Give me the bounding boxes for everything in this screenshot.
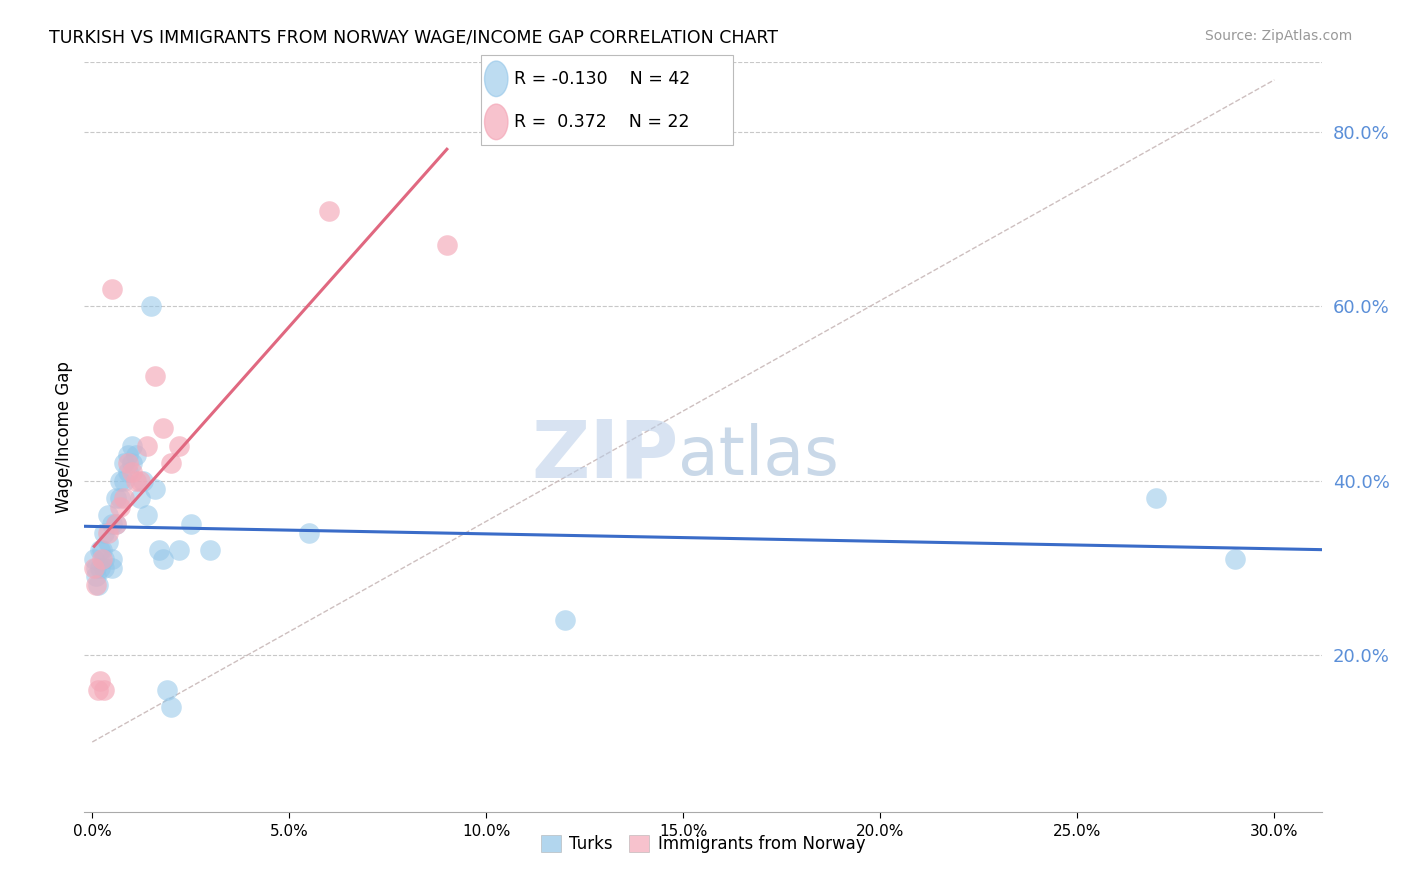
- Point: [101, 517, 124, 532]
- Point: [112, 491, 135, 505]
- Point: [108, 474, 131, 488]
- Point: [91, 552, 114, 566]
- Point: [93, 561, 115, 575]
- Point: [83, 561, 105, 575]
- Point: [121, 439, 143, 453]
- Point: [124, 474, 146, 488]
- Point: [160, 700, 183, 714]
- Point: [117, 448, 139, 462]
- Point: [104, 491, 127, 505]
- Point: [160, 456, 183, 470]
- Point: [167, 543, 190, 558]
- Point: [83, 552, 105, 566]
- Point: [93, 525, 115, 540]
- Point: [156, 682, 179, 697]
- Legend: Turks, Immigrants from Norway: Turks, Immigrants from Norway: [534, 828, 872, 860]
- Point: [436, 238, 458, 252]
- Text: atlas: atlas: [678, 423, 839, 489]
- Point: [91, 543, 114, 558]
- Point: [101, 282, 124, 296]
- Point: [104, 517, 127, 532]
- Point: [101, 552, 124, 566]
- FancyBboxPatch shape: [481, 55, 733, 145]
- Point: [93, 552, 115, 566]
- Point: [136, 439, 159, 453]
- Point: [143, 483, 166, 497]
- Point: [121, 456, 143, 470]
- Point: [1223, 552, 1246, 566]
- Point: [112, 474, 135, 488]
- Point: [117, 465, 139, 479]
- Point: [87, 682, 110, 697]
- Point: [167, 439, 190, 453]
- Point: [1144, 491, 1167, 505]
- Point: [108, 500, 131, 514]
- Point: [84, 561, 107, 575]
- Text: R = -0.130    N = 42: R = -0.130 N = 42: [515, 70, 690, 87]
- Point: [97, 525, 120, 540]
- Point: [89, 543, 111, 558]
- Point: [112, 456, 135, 470]
- Point: [152, 421, 174, 435]
- Ellipse shape: [485, 61, 508, 96]
- Point: [124, 448, 146, 462]
- Point: [93, 682, 115, 697]
- Y-axis label: Wage/Income Gap: Wage/Income Gap: [55, 361, 73, 513]
- Point: [136, 508, 159, 523]
- Point: [84, 569, 107, 583]
- Point: [117, 456, 139, 470]
- Point: [101, 561, 124, 575]
- Point: [141, 299, 163, 313]
- Point: [108, 491, 131, 505]
- Point: [318, 203, 340, 218]
- Point: [152, 552, 174, 566]
- Point: [148, 543, 170, 558]
- Point: [128, 474, 150, 488]
- Ellipse shape: [485, 104, 508, 140]
- Point: [87, 578, 110, 592]
- Point: [298, 525, 321, 540]
- Point: [128, 491, 150, 505]
- Point: [121, 465, 143, 479]
- Point: [200, 543, 222, 558]
- Point: [97, 508, 120, 523]
- Point: [104, 517, 127, 532]
- Point: [180, 517, 202, 532]
- Point: [132, 474, 155, 488]
- Point: [554, 613, 576, 627]
- Point: [143, 369, 166, 384]
- Text: ZIP: ZIP: [531, 417, 678, 495]
- Point: [89, 561, 111, 575]
- Point: [84, 578, 107, 592]
- Point: [89, 673, 111, 688]
- Text: R =  0.372    N = 22: R = 0.372 N = 22: [515, 113, 690, 131]
- Text: TURKISH VS IMMIGRANTS FROM NORWAY WAGE/INCOME GAP CORRELATION CHART: TURKISH VS IMMIGRANTS FROM NORWAY WAGE/I…: [49, 29, 778, 46]
- Point: [97, 534, 120, 549]
- Text: Source: ZipAtlas.com: Source: ZipAtlas.com: [1205, 29, 1353, 43]
